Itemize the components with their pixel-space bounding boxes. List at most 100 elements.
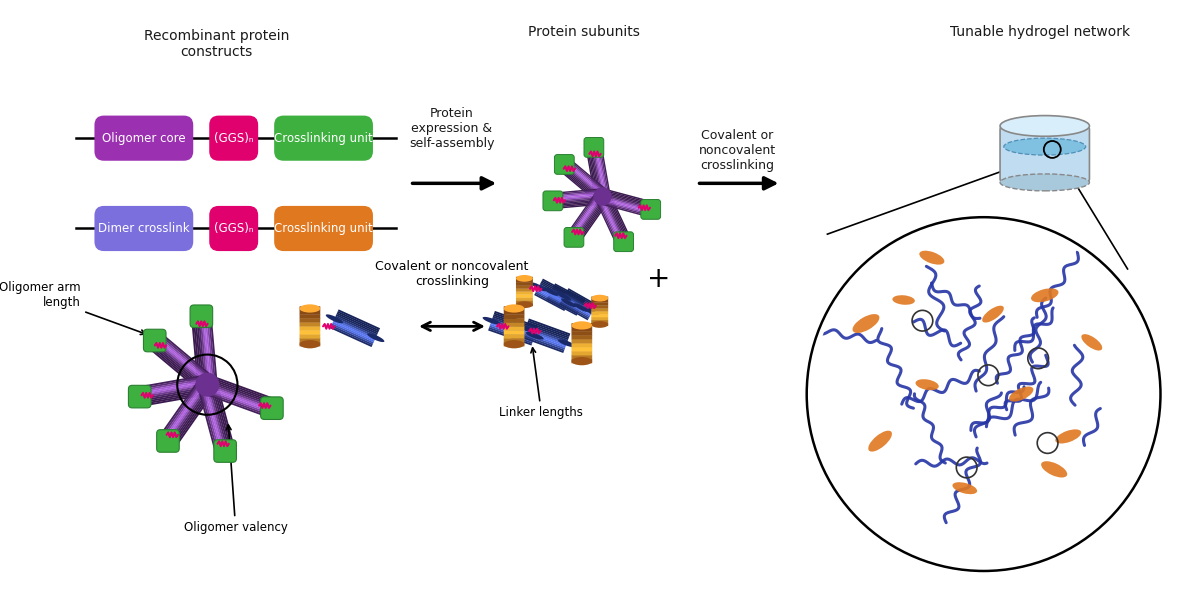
- Polygon shape: [140, 386, 208, 400]
- Ellipse shape: [367, 333, 384, 342]
- Ellipse shape: [325, 314, 343, 323]
- Polygon shape: [560, 300, 590, 317]
- FancyBboxPatch shape: [504, 307, 524, 311]
- Polygon shape: [337, 311, 379, 331]
- Polygon shape: [142, 391, 209, 405]
- Polygon shape: [142, 389, 209, 403]
- Polygon shape: [562, 168, 600, 201]
- FancyBboxPatch shape: [516, 300, 533, 304]
- Polygon shape: [546, 298, 577, 316]
- Polygon shape: [586, 149, 596, 198]
- Polygon shape: [200, 386, 220, 452]
- Polygon shape: [599, 197, 620, 242]
- Polygon shape: [601, 196, 623, 241]
- Polygon shape: [541, 280, 572, 298]
- Polygon shape: [540, 283, 571, 300]
- Polygon shape: [493, 316, 536, 332]
- Polygon shape: [214, 382, 233, 448]
- Polygon shape: [336, 313, 379, 333]
- FancyBboxPatch shape: [571, 351, 592, 355]
- Polygon shape: [600, 197, 622, 242]
- Polygon shape: [604, 190, 652, 204]
- Polygon shape: [602, 194, 650, 208]
- Ellipse shape: [504, 304, 524, 313]
- Polygon shape: [587, 149, 598, 198]
- Polygon shape: [535, 292, 566, 310]
- FancyBboxPatch shape: [504, 342, 524, 346]
- Polygon shape: [524, 328, 566, 345]
- Polygon shape: [331, 325, 373, 346]
- Polygon shape: [139, 380, 206, 393]
- Polygon shape: [152, 344, 205, 389]
- Polygon shape: [205, 389, 269, 415]
- Ellipse shape: [516, 325, 534, 332]
- Ellipse shape: [532, 283, 546, 291]
- FancyBboxPatch shape: [554, 155, 575, 175]
- Polygon shape: [175, 389, 216, 446]
- Polygon shape: [332, 322, 374, 343]
- FancyBboxPatch shape: [592, 305, 608, 308]
- Polygon shape: [552, 289, 582, 306]
- Polygon shape: [536, 289, 568, 307]
- Polygon shape: [492, 319, 535, 336]
- Polygon shape: [553, 196, 602, 202]
- Polygon shape: [336, 314, 378, 335]
- Polygon shape: [140, 381, 208, 395]
- Polygon shape: [605, 195, 626, 240]
- FancyBboxPatch shape: [190, 305, 212, 328]
- Ellipse shape: [544, 287, 558, 296]
- Polygon shape: [604, 196, 625, 240]
- Polygon shape: [528, 320, 570, 337]
- Polygon shape: [602, 196, 650, 211]
- Polygon shape: [154, 343, 206, 388]
- Polygon shape: [554, 198, 602, 203]
- Polygon shape: [523, 331, 565, 348]
- Polygon shape: [205, 388, 270, 413]
- Text: (GGS)ₙ: (GGS)ₙ: [214, 222, 253, 235]
- Polygon shape: [493, 314, 538, 331]
- Polygon shape: [600, 203, 648, 217]
- FancyBboxPatch shape: [564, 227, 584, 247]
- Polygon shape: [553, 191, 602, 197]
- FancyBboxPatch shape: [504, 326, 524, 331]
- FancyBboxPatch shape: [584, 137, 604, 157]
- FancyBboxPatch shape: [504, 334, 524, 338]
- Polygon shape: [590, 149, 600, 197]
- Polygon shape: [605, 188, 652, 203]
- Ellipse shape: [852, 314, 880, 333]
- Polygon shape: [158, 336, 212, 381]
- Polygon shape: [334, 319, 376, 339]
- Polygon shape: [523, 333, 565, 350]
- Polygon shape: [550, 292, 581, 309]
- Circle shape: [196, 373, 218, 396]
- Ellipse shape: [571, 321, 592, 329]
- Ellipse shape: [1055, 430, 1081, 443]
- Polygon shape: [553, 193, 602, 198]
- Polygon shape: [197, 317, 204, 385]
- FancyBboxPatch shape: [571, 339, 592, 343]
- FancyBboxPatch shape: [504, 330, 524, 334]
- Ellipse shape: [1000, 174, 1090, 191]
- Polygon shape: [554, 200, 604, 206]
- FancyBboxPatch shape: [592, 299, 608, 302]
- Polygon shape: [551, 290, 582, 308]
- Ellipse shape: [1000, 116, 1090, 136]
- FancyBboxPatch shape: [613, 232, 634, 251]
- Ellipse shape: [584, 308, 600, 317]
- Polygon shape: [527, 322, 569, 338]
- Polygon shape: [553, 284, 584, 302]
- Polygon shape: [208, 316, 216, 384]
- Polygon shape: [174, 389, 215, 445]
- Polygon shape: [577, 198, 606, 239]
- Polygon shape: [212, 383, 232, 449]
- Ellipse shape: [504, 340, 524, 349]
- Polygon shape: [598, 148, 608, 196]
- Ellipse shape: [600, 189, 605, 204]
- Polygon shape: [173, 388, 214, 444]
- Ellipse shape: [198, 381, 216, 389]
- Ellipse shape: [571, 357, 592, 365]
- Ellipse shape: [893, 295, 914, 305]
- Polygon shape: [335, 316, 377, 336]
- Polygon shape: [553, 286, 584, 304]
- Polygon shape: [493, 313, 538, 329]
